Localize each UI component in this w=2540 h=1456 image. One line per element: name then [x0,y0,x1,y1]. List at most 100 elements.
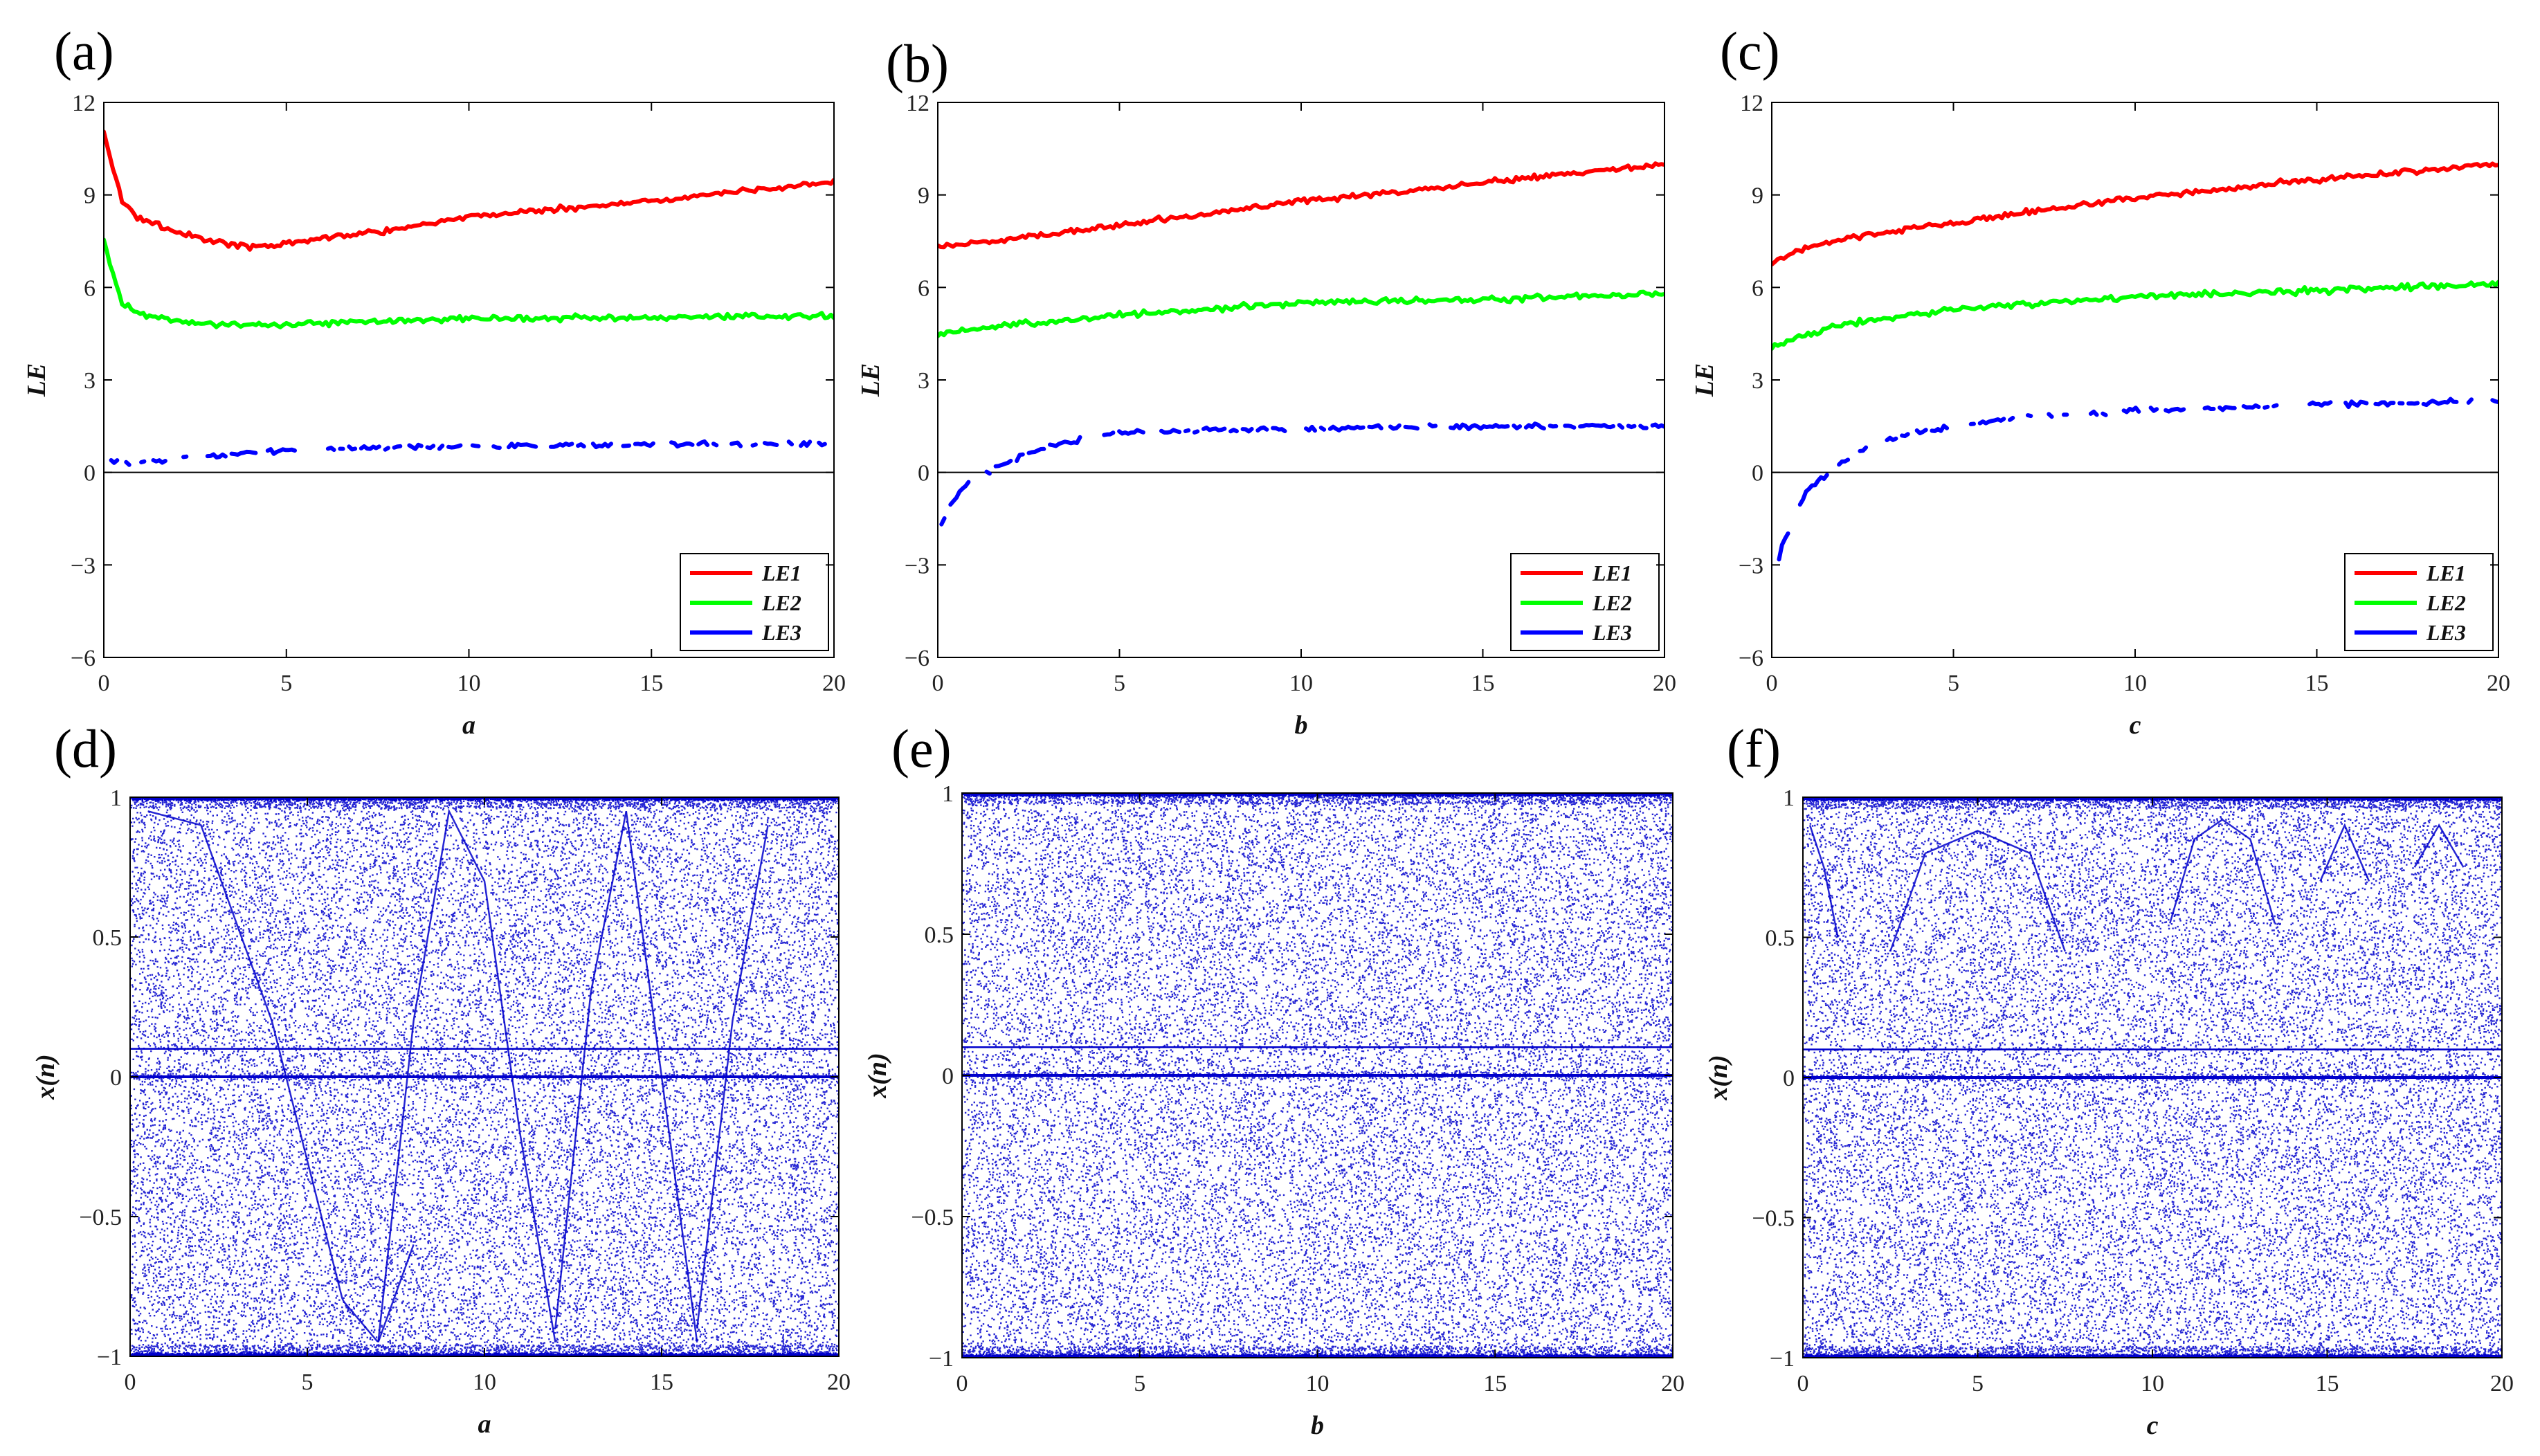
ytick-label-f-0: −1 [1770,1346,1795,1372]
xlabel-d: a [478,1410,491,1439]
ytick-label-d-1: −0.5 [79,1205,122,1230]
ytick-label-c-6: 12 [1740,91,1763,116]
xtick-label-a-0: 0 [98,671,110,696]
legend-label-b-LE3: LE3 [1592,620,1632,645]
panel-tag-c: (c) [1720,21,1780,81]
xtick-label-f-3: 15 [2316,1371,2339,1396]
plot-area-a [104,131,834,472]
plot-area-f [1803,797,2503,1358]
ytick-label-e-0: −1 [929,1346,954,1372]
ytick-label-d-0: −1 [97,1345,122,1370]
xtick-label-c-1: 5 [1948,671,1959,696]
ytick-label-a-6: 12 [72,91,96,116]
legend-a: LE1 LE2 LE3 [680,554,828,650]
xtick-label-d-4: 20 [827,1369,851,1395]
ytick-label-d-2: 0 [110,1065,122,1091]
ytick-label-e-1: −0.5 [911,1205,954,1230]
ytick-label-a-2: 0 [84,461,96,486]
legend-label-c-LE1: LE1 [2426,561,2466,585]
series-a-LE3 [111,442,831,465]
xtick-label-d-1: 5 [302,1369,314,1395]
panel-d: 0 5 10 15 20 −1 −0.5 0 0.5 1 a x(n) (d) [31,718,851,1439]
ytick-label-e-2: 0 [942,1064,954,1089]
xtick-label-f-2: 10 [2141,1371,2164,1396]
xtick-label-f-0: 0 [1797,1371,1809,1396]
series-b-LE2 [938,292,1664,336]
ytick-label-f-1: −0.5 [1752,1206,1795,1232]
ytick-label-b-4: 6 [918,275,929,301]
xlabel-c: c [2130,711,2141,740]
ytick-label-c-4: 6 [1752,275,1763,301]
ytick-label-b-0: −6 [905,646,929,671]
legend-c: LE1 LE2 LE3 [2345,554,2493,650]
xtick-label-d-3: 15 [650,1369,673,1395]
xtick-label-c-3: 15 [2305,671,2329,696]
xtick-label-b-1: 5 [1114,671,1125,696]
ytick-label-c-5: 9 [1752,183,1763,209]
panel-tag-f: (f) [1727,718,1781,779]
xtick-label-b-4: 20 [1653,671,1676,696]
ytick-label-a-1: −3 [71,553,96,579]
xtick-label-a-4: 20 [822,671,846,696]
plot-area-e [962,793,1674,1358]
series-c-LE2 [1772,282,2498,349]
ytick-label-c-1: −3 [1739,553,1763,579]
legend-label-a-LE2: LE2 [761,590,801,615]
legend-label-a-LE3: LE3 [761,620,801,645]
ytick-label-f-4: 1 [1783,785,1795,811]
ytick-label-a-4: 6 [84,275,96,301]
xtick-label-c-2: 10 [2123,671,2147,696]
legend-label-b-LE1: LE1 [1592,561,1632,585]
series-a-LE1 [104,131,834,249]
plot-area-d [130,797,840,1356]
ytick-label-f-2: 0 [1783,1066,1795,1091]
series-c-LE1 [1772,163,2498,264]
ytick-label-d-4: 1 [110,785,122,811]
xlabel-f: c [2147,1411,2159,1440]
xtick-label-a-3: 15 [639,671,663,696]
xtick-label-d-2: 10 [473,1369,496,1395]
xtick-label-e-0: 0 [956,1371,968,1396]
panel-tag-b: (b) [886,33,949,93]
ytick-label-b-5: 9 [918,183,929,209]
plot-area-c [1772,163,2498,559]
xtick-label-b-2: 10 [1289,671,1313,696]
panel-tag-d: (d) [54,718,117,779]
xtick-label-b-0: 0 [932,671,944,696]
legend-label-a-LE1: LE1 [761,561,801,585]
ylabel-b: LE [856,363,885,398]
xtick-label-c-0: 0 [1766,671,1778,696]
panel-tag-a: (a) [54,21,114,81]
ytick-label-d-3: 0.5 [93,925,123,951]
ytick-label-e-3: 0.5 [925,922,954,948]
xtick-label-b-3: 15 [1471,671,1495,696]
xlabel-e: b [1311,1411,1324,1440]
xtick-label-e-3: 15 [1483,1371,1507,1396]
panel-tag-e: (e) [891,718,952,779]
series-c-LE3 [1779,399,2499,560]
ytick-label-c-0: −6 [1739,646,1763,671]
xlabel-b: b [1295,711,1308,740]
xlabel-a: a [462,711,475,740]
legend-label-c-LE3: LE3 [2426,620,2466,645]
ytick-label-a-3: 3 [84,368,96,394]
series-b-LE3 [941,424,1664,525]
ylabel-d: x(n) [31,1054,60,1100]
ytick-label-f-3: 0.5 [1766,926,1795,952]
ylabel-c: LE [1690,363,1719,398]
xtick-label-f-1: 5 [1972,1371,1984,1396]
ytick-label-a-0: −6 [71,646,96,671]
legend-label-c-LE2: LE2 [2426,590,2466,615]
ytick-label-a-5: 9 [84,183,96,209]
xtick-label-f-4: 20 [2490,1371,2514,1396]
ytick-label-b-1: −3 [905,553,929,579]
series-a-LE2 [104,239,834,327]
ylabel-e: x(n) [863,1053,892,1098]
xtick-label-d-0: 0 [125,1369,136,1395]
